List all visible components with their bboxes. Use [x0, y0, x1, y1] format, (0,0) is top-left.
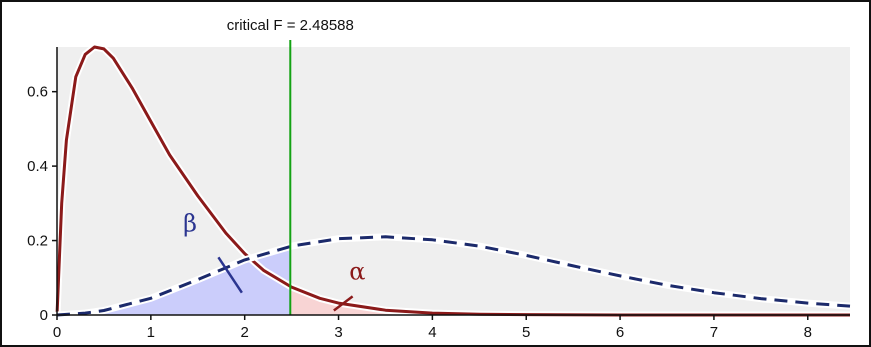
- annotations-group: βα: [183, 209, 366, 312]
- y-tick-label: 0.2: [27, 233, 48, 250]
- x-tick-label: 1: [147, 324, 155, 341]
- alpha-label: α: [349, 258, 365, 286]
- beta-shaded-region: [57, 246, 291, 315]
- x-tick-label: 8: [804, 324, 812, 341]
- axes-group: 0 1 2 3 4 5 6 7 8 0 0.2 0.4 0.6: [27, 47, 850, 341]
- y-tick-label: 0.4: [27, 158, 48, 175]
- critical-value-label: critical F = 2.48588: [227, 17, 354, 34]
- series-line-dashed: [56, 235, 851, 317]
- x-tick-label: 6: [616, 324, 624, 341]
- alpha-pointer: [333, 295, 354, 312]
- x-tick-label: 4: [428, 324, 436, 341]
- x-tick-label: 5: [522, 324, 530, 341]
- x-tick-label: 3: [334, 324, 342, 341]
- beta-pointer: [217, 256, 243, 294]
- x-tick-label: 2: [241, 324, 249, 341]
- x-tick-label: 7: [710, 324, 718, 341]
- x-tick-label: 0: [53, 324, 61, 341]
- y-tick-label: 0: [40, 307, 48, 324]
- beta-label: β: [183, 209, 197, 237]
- y-tick-label: 0.6: [27, 84, 48, 101]
- plot-background: [57, 47, 850, 315]
